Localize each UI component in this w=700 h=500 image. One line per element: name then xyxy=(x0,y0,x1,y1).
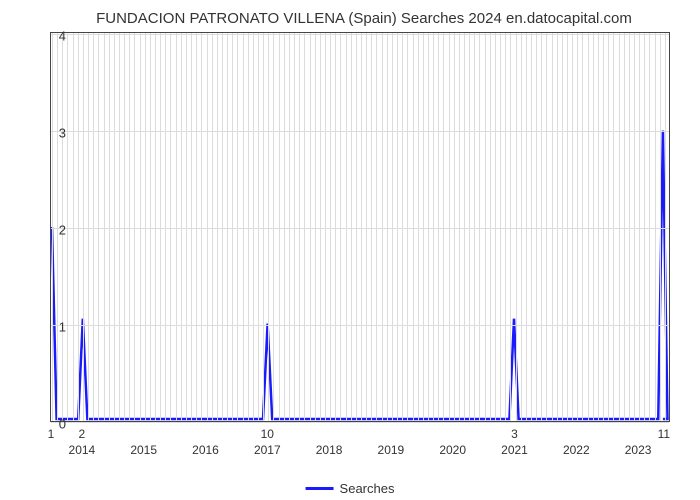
x-tick-label: 2015 xyxy=(130,443,157,457)
line-chart-svg xyxy=(51,33,669,421)
legend: Searches xyxy=(306,481,395,496)
x-tick-label: 2017 xyxy=(254,443,281,457)
x-tick-label: 2014 xyxy=(69,443,96,457)
x-tick-label: 2022 xyxy=(563,443,590,457)
y-tick-label: 3 xyxy=(59,126,66,141)
peak-value-label: 1 xyxy=(48,427,55,441)
peak-value-label: 2 xyxy=(79,427,86,441)
x-tick-label: 2018 xyxy=(316,443,343,457)
y-tick-label: 1 xyxy=(59,320,66,335)
x-tick-label: 2020 xyxy=(439,443,466,457)
chart-title: FUNDACION PATRONATO VILLENA (Spain) Sear… xyxy=(50,10,678,27)
y-tick-label: 0 xyxy=(59,417,66,432)
x-tick-label: 2023 xyxy=(625,443,652,457)
peak-value-label: 10 xyxy=(261,427,274,441)
legend-line-swatch xyxy=(306,487,334,490)
legend-label: Searches xyxy=(340,481,395,496)
x-tick-label: 2019 xyxy=(378,443,405,457)
peak-value-label: 3 xyxy=(511,427,518,441)
y-tick-label: 4 xyxy=(59,29,66,44)
plot-area xyxy=(50,32,670,422)
y-tick-label: 2 xyxy=(59,223,66,238)
chart-container: FUNDACION PATRONATO VILLENA (Spain) Sear… xyxy=(50,10,678,440)
peak-value-label: 11 xyxy=(658,427,670,441)
x-tick-label: 2016 xyxy=(192,443,219,457)
x-tick-label: 2021 xyxy=(501,443,528,457)
